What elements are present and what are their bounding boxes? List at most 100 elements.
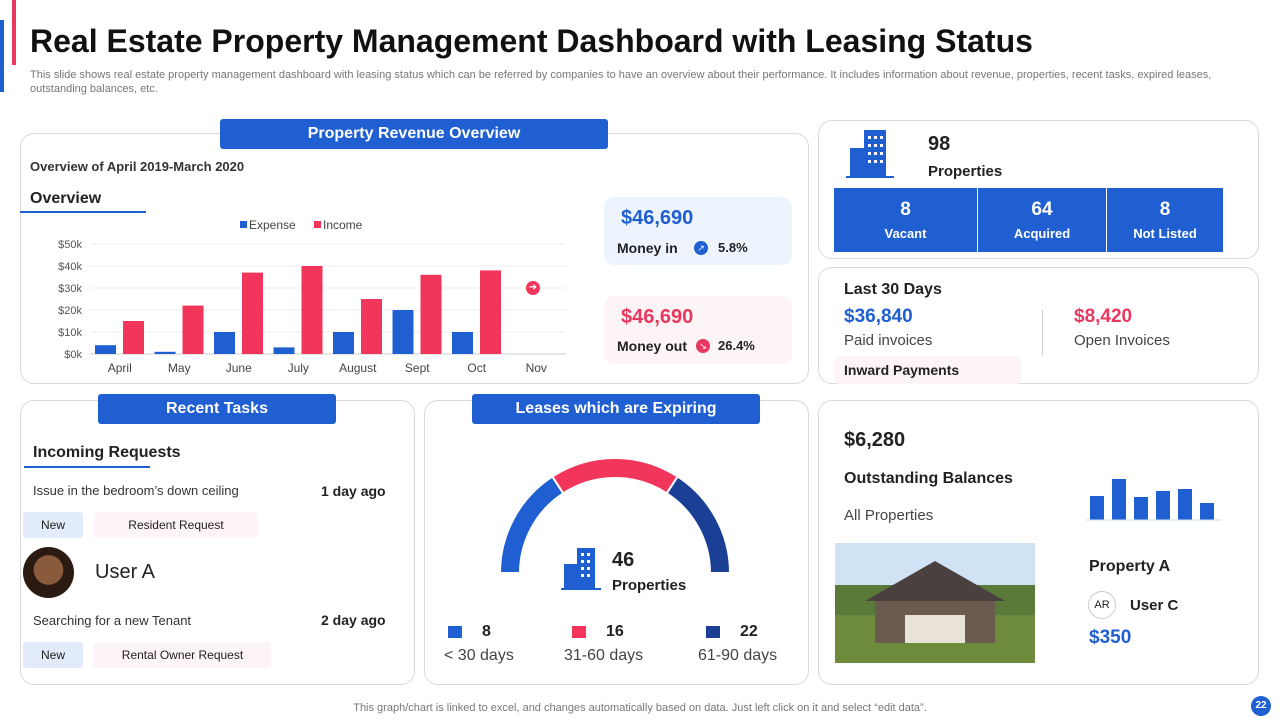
bar-expense [273,347,295,354]
leases-header: Leases which are Expiring [472,394,760,424]
period-label: Overview of April 2019-March 2020 [30,159,245,174]
legend-swatch [314,221,321,228]
legend-label: Income [323,218,363,232]
legend-swatch [706,626,720,638]
x-tick-label: April [108,361,132,375]
lease-group-value: 22 [740,623,758,640]
bar-income [301,266,323,354]
y-tick-label: $10k [58,327,82,339]
house-roof [865,561,1005,601]
x-tick-label: August [339,361,377,375]
legend-swatch [448,626,462,638]
bar-expense [214,332,235,354]
money-out-label: Money out [617,338,687,354]
stat-label: Vacant [884,226,927,241]
overview-label: Overview [30,190,102,207]
gauge-segment [550,457,680,495]
property-photo [835,543,1035,663]
page-title: Real Estate Property Management Dashboar… [30,23,1033,59]
money-out-card: $46,690 Money out ↘ 26.4% [604,296,792,364]
stat-acquired: 64 Acquired [978,188,1107,252]
bar-expense [333,332,354,354]
bar-expense [154,351,176,354]
leases-total: 46 [612,549,635,571]
tasks-panel [20,400,415,685]
tasks-header: Recent Tasks [98,394,336,424]
bar-income [182,305,204,354]
bar-expense [95,345,116,354]
task-time: 2 day ago [321,612,386,628]
money-out-pct: 26.4% [718,338,755,353]
divider [1042,310,1043,355]
stat-value: 8 [900,199,911,220]
incoming-requests-label: Incoming Requests [33,444,181,461]
mini-bar [1178,489,1192,520]
x-tick-label: Sept [405,361,430,375]
balance-scope: All Properties [844,507,934,524]
balance-label: Outstanding Balances [844,470,1013,487]
stat-not-listed: 8 Not Listed [1107,188,1223,252]
page-subtitle: This slide shows real estate property ma… [30,69,1212,95]
request-type-badge[interactable]: Rental Owner Request [94,642,271,668]
y-tick-label: $0k [64,349,82,361]
y-tick-label: $20k [58,305,82,317]
status-badge[interactable]: New [23,642,83,668]
paid-label: Paid invoices [844,332,933,349]
lease-group-label: < 30 days [444,647,514,664]
properties-label: Properties [928,163,1003,180]
house-porch [905,615,965,643]
task-text: Issue in the bedroom’s down ceiling [33,483,239,498]
user-name: User A [95,561,156,583]
building-icon [846,130,894,178]
paid-amount: $36,840 [844,306,913,327]
y-tick-label: $40k [58,261,82,273]
revenue-bar-chart[interactable]: $0k $10k $20k $30k $40k $50k April May June July A… [40,212,580,382]
bar-income [480,270,501,354]
task-text: Searching for a new Tenant [33,613,192,628]
balance-amount: $6,280 [844,429,906,451]
footer-note: This graph/chart is linked to excel, and… [353,702,927,714]
open-amount: $8,420 [1074,306,1133,327]
property-name: Property A [1089,558,1171,575]
next-arrow-icon[interactable]: ➜ [526,281,540,295]
stat-label: Acquired [1013,226,1071,241]
money-out-amount: $46,690 [621,306,694,328]
bar-income [420,274,442,354]
status-badge[interactable]: New [23,512,83,538]
x-tick-label: June [226,361,252,375]
bar-expense [392,310,414,354]
stat-value: 8 [1159,199,1171,220]
accent-bar-blue [0,20,4,92]
inward-payments[interactable]: Inward Payments [834,356,1022,384]
bar-income [361,299,382,354]
lease-group-label: 31-60 days [564,647,644,664]
bar-income [123,321,144,354]
trend-up-icon: ↗ [694,241,708,255]
mini-bar [1090,496,1104,520]
bar-expense [452,332,473,354]
legend-swatch [572,626,586,638]
balance-mini-chart [1086,479,1222,521]
x-tick-label: Nov [526,361,547,375]
x-tick-label: May [168,361,191,375]
bar-income [242,272,263,354]
lease-group-value: 16 [606,623,624,640]
mini-bar [1112,479,1126,520]
open-label: Open Invoices [1074,332,1170,349]
money-in-pct: 5.8% [718,240,748,255]
request-type-badge[interactable]: Resident Request [94,512,258,538]
leases-gauge [498,457,732,574]
money-in-card: $46,690 Money in ↗ 5.8% [604,197,792,265]
gauge-segment [498,475,565,574]
incoming-underline [24,466,150,468]
user-c-amount: $350 [1089,627,1132,648]
avatar [23,547,74,598]
legend-swatch [240,221,247,228]
stat-value: 64 [1031,199,1053,220]
lease-group-label: 61-90 days [698,647,778,664]
money-in-amount: $46,690 [621,207,694,229]
user-initials-avatar: AR [1088,591,1116,619]
legend-label: Expense [249,218,296,232]
building-icon [561,548,601,590]
task-time: 1 day ago [321,483,386,499]
